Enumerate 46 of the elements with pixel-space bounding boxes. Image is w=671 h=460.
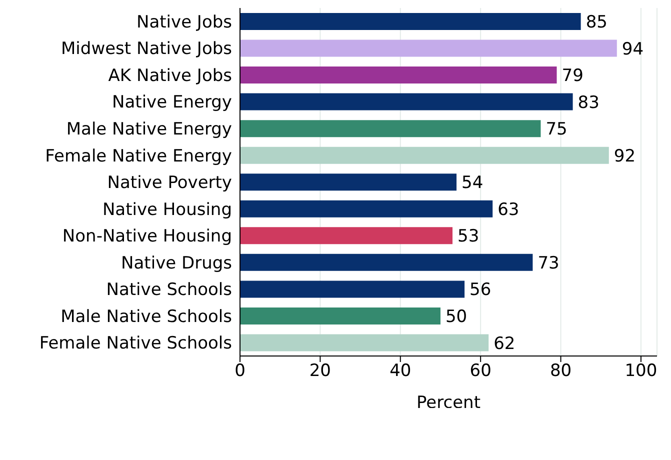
y-tick-label: Non-Native Housing bbox=[62, 226, 232, 247]
y-tick-label: Male Native Energy bbox=[66, 119, 232, 140]
bar bbox=[240, 280, 465, 298]
data-label: 83 bbox=[578, 92, 600, 113]
y-tick-label: Female Native Schools bbox=[39, 334, 232, 354]
bar bbox=[240, 13, 581, 30]
bar bbox=[240, 254, 533, 271]
data-label: 54 bbox=[462, 173, 484, 194]
data-label: 63 bbox=[498, 200, 520, 220]
data-label: 73 bbox=[538, 253, 560, 274]
x-tick-label: 0 bbox=[234, 361, 246, 382]
data-label: 85 bbox=[586, 12, 608, 33]
bar bbox=[240, 40, 617, 57]
x-tick-label: 60 bbox=[470, 361, 492, 382]
bar bbox=[240, 200, 493, 218]
data-label: 75 bbox=[546, 120, 568, 140]
y-tick-label: Native Housing bbox=[102, 200, 232, 220]
y-tick-label: Native Jobs bbox=[136, 12, 232, 32]
y-tick-label: Native Schools bbox=[106, 280, 232, 300]
bar bbox=[240, 174, 457, 191]
bar bbox=[240, 93, 573, 110]
bar bbox=[240, 227, 453, 244]
bar bbox=[240, 307, 440, 324]
y-tick-label: AK Native Jobs bbox=[108, 66, 232, 86]
y-tick-label: Native Energy bbox=[112, 92, 232, 113]
data-label: 94 bbox=[622, 39, 644, 60]
data-label: 53 bbox=[458, 226, 480, 247]
bar bbox=[240, 334, 489, 352]
bar bbox=[240, 146, 609, 164]
x-tick-label: 80 bbox=[550, 361, 572, 382]
y-tick-label: Female Native Energy bbox=[45, 146, 232, 166]
y-tick-label: Native Poverty bbox=[107, 173, 232, 194]
y-tick-label: Native Drugs bbox=[121, 253, 232, 274]
data-label: 62 bbox=[494, 334, 516, 354]
y-tick-label: Midwest Native Jobs bbox=[61, 39, 232, 60]
data-label: 79 bbox=[562, 66, 584, 86]
y-tick-label: Male Native Schools bbox=[60, 306, 232, 327]
x-tick-label: 40 bbox=[390, 361, 412, 382]
x-axis-title: Percent bbox=[416, 393, 481, 413]
x-tick-label: 100 bbox=[624, 361, 658, 382]
bar bbox=[240, 120, 541, 138]
data-label: 56 bbox=[470, 280, 492, 300]
bar bbox=[240, 66, 557, 84]
data-label: 92 bbox=[614, 146, 636, 166]
x-tick-label: 20 bbox=[309, 361, 332, 382]
data-label: 50 bbox=[445, 306, 468, 327]
